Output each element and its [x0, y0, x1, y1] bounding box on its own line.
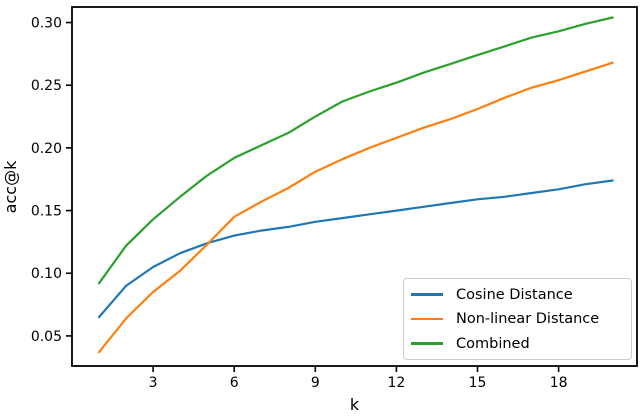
axes-box — [71, 6, 638, 367]
series-line-2 — [97, 16, 614, 285]
x-tick-label: 18 — [550, 375, 568, 391]
legend-row: Combined — [404, 333, 631, 355]
legend-label: Non-linear Distance — [456, 311, 600, 327]
series-line-0 — [97, 179, 614, 319]
x-tick-label: 9 — [311, 375, 320, 391]
y-tick-label: 0.10 — [31, 266, 62, 282]
legend-row: Cosine Distance — [404, 284, 631, 306]
legend-line-swatch — [411, 293, 443, 296]
x-tick-label: 12 — [387, 375, 405, 391]
legend: Cosine Distance Non-linear Distance Combin… — [403, 278, 632, 360]
series-line-1 — [97, 61, 614, 354]
x-axis-label: k — [350, 395, 360, 414]
x-tick-label: 3 — [149, 375, 158, 391]
legend-label: Combined — [456, 335, 530, 352]
y-tick-label: 0.20 — [31, 141, 62, 157]
legend-line-swatch — [411, 317, 443, 321]
y-tick-label: 0.25 — [31, 78, 62, 94]
legend-label: Cosine Distance — [456, 286, 573, 303]
y-tick-label: 0.05 — [31, 329, 62, 345]
x-tick-label: 15 — [469, 375, 487, 391]
legend-row: Non-linear Distance — [404, 308, 631, 330]
y-tick-label: 0.30 — [31, 16, 62, 32]
x-tick-label: 6 — [230, 375, 239, 391]
legend-line-swatch — [411, 342, 443, 345]
y-tick-label: 0.15 — [31, 204, 62, 220]
y-axis-label: acc@k — [1, 160, 20, 213]
